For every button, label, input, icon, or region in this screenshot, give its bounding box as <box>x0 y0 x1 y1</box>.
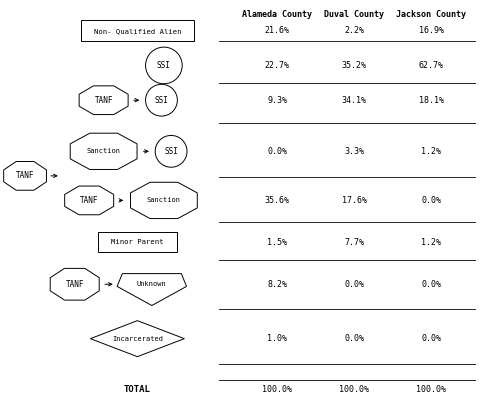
Text: 16.9%: 16.9% <box>419 26 444 35</box>
Text: 8.2%: 8.2% <box>267 280 287 289</box>
Text: TANF: TANF <box>16 171 34 180</box>
Text: 0.0%: 0.0% <box>421 334 442 343</box>
Text: 3.3%: 3.3% <box>344 147 364 156</box>
Text: 62.7%: 62.7% <box>419 61 444 70</box>
Text: Minor Parent: Minor Parent <box>111 239 163 245</box>
Text: Jackson County: Jackson County <box>396 10 467 19</box>
Text: Unknown: Unknown <box>137 281 167 287</box>
Text: TANF: TANF <box>66 280 84 289</box>
Polygon shape <box>70 133 137 169</box>
Text: TANF: TANF <box>80 196 98 205</box>
Polygon shape <box>50 268 99 300</box>
Text: 35.6%: 35.6% <box>265 196 290 205</box>
Text: Incarcerated: Incarcerated <box>112 336 163 342</box>
Polygon shape <box>117 274 187 306</box>
FancyBboxPatch shape <box>97 232 177 252</box>
Text: 0.0%: 0.0% <box>267 147 287 156</box>
Text: SSI: SSI <box>155 96 168 105</box>
Ellipse shape <box>146 47 182 84</box>
Text: 21.6%: 21.6% <box>265 26 290 35</box>
Text: 0.0%: 0.0% <box>344 334 364 343</box>
Text: 0.0%: 0.0% <box>421 196 442 205</box>
Text: Alameda County: Alameda County <box>242 10 312 19</box>
Text: 0.0%: 0.0% <box>421 280 442 289</box>
Text: 100.0%: 100.0% <box>339 385 369 394</box>
Text: Duval County: Duval County <box>324 10 384 19</box>
Polygon shape <box>90 321 184 357</box>
Text: 35.2%: 35.2% <box>342 61 367 70</box>
FancyBboxPatch shape <box>80 20 194 41</box>
Text: 22.7%: 22.7% <box>265 61 290 70</box>
Text: 2.2%: 2.2% <box>344 26 364 35</box>
Text: SSI: SSI <box>164 147 178 156</box>
Text: 0.0%: 0.0% <box>344 280 364 289</box>
Polygon shape <box>79 86 128 115</box>
Text: 1.0%: 1.0% <box>267 334 287 343</box>
Text: 17.6%: 17.6% <box>342 196 367 205</box>
Ellipse shape <box>155 135 187 167</box>
Text: 18.1%: 18.1% <box>419 96 444 105</box>
Text: TOTAL: TOTAL <box>124 385 151 394</box>
Text: Sanction: Sanction <box>147 198 181 203</box>
Polygon shape <box>131 182 197 218</box>
Text: Sanction: Sanction <box>87 148 120 154</box>
Text: 34.1%: 34.1% <box>342 96 367 105</box>
Text: Non- Qualified Alien: Non- Qualified Alien <box>94 28 181 34</box>
Polygon shape <box>4 162 46 190</box>
Polygon shape <box>65 186 114 215</box>
Text: 1.5%: 1.5% <box>267 238 287 247</box>
Text: 7.7%: 7.7% <box>344 238 364 247</box>
Text: TANF: TANF <box>94 96 113 105</box>
Text: 9.3%: 9.3% <box>267 96 287 105</box>
Text: SSI: SSI <box>157 61 171 70</box>
Text: 100.0%: 100.0% <box>262 385 292 394</box>
Text: 1.2%: 1.2% <box>421 147 442 156</box>
Ellipse shape <box>146 84 177 116</box>
Text: 100.0%: 100.0% <box>416 385 446 394</box>
Text: 1.2%: 1.2% <box>421 238 442 247</box>
